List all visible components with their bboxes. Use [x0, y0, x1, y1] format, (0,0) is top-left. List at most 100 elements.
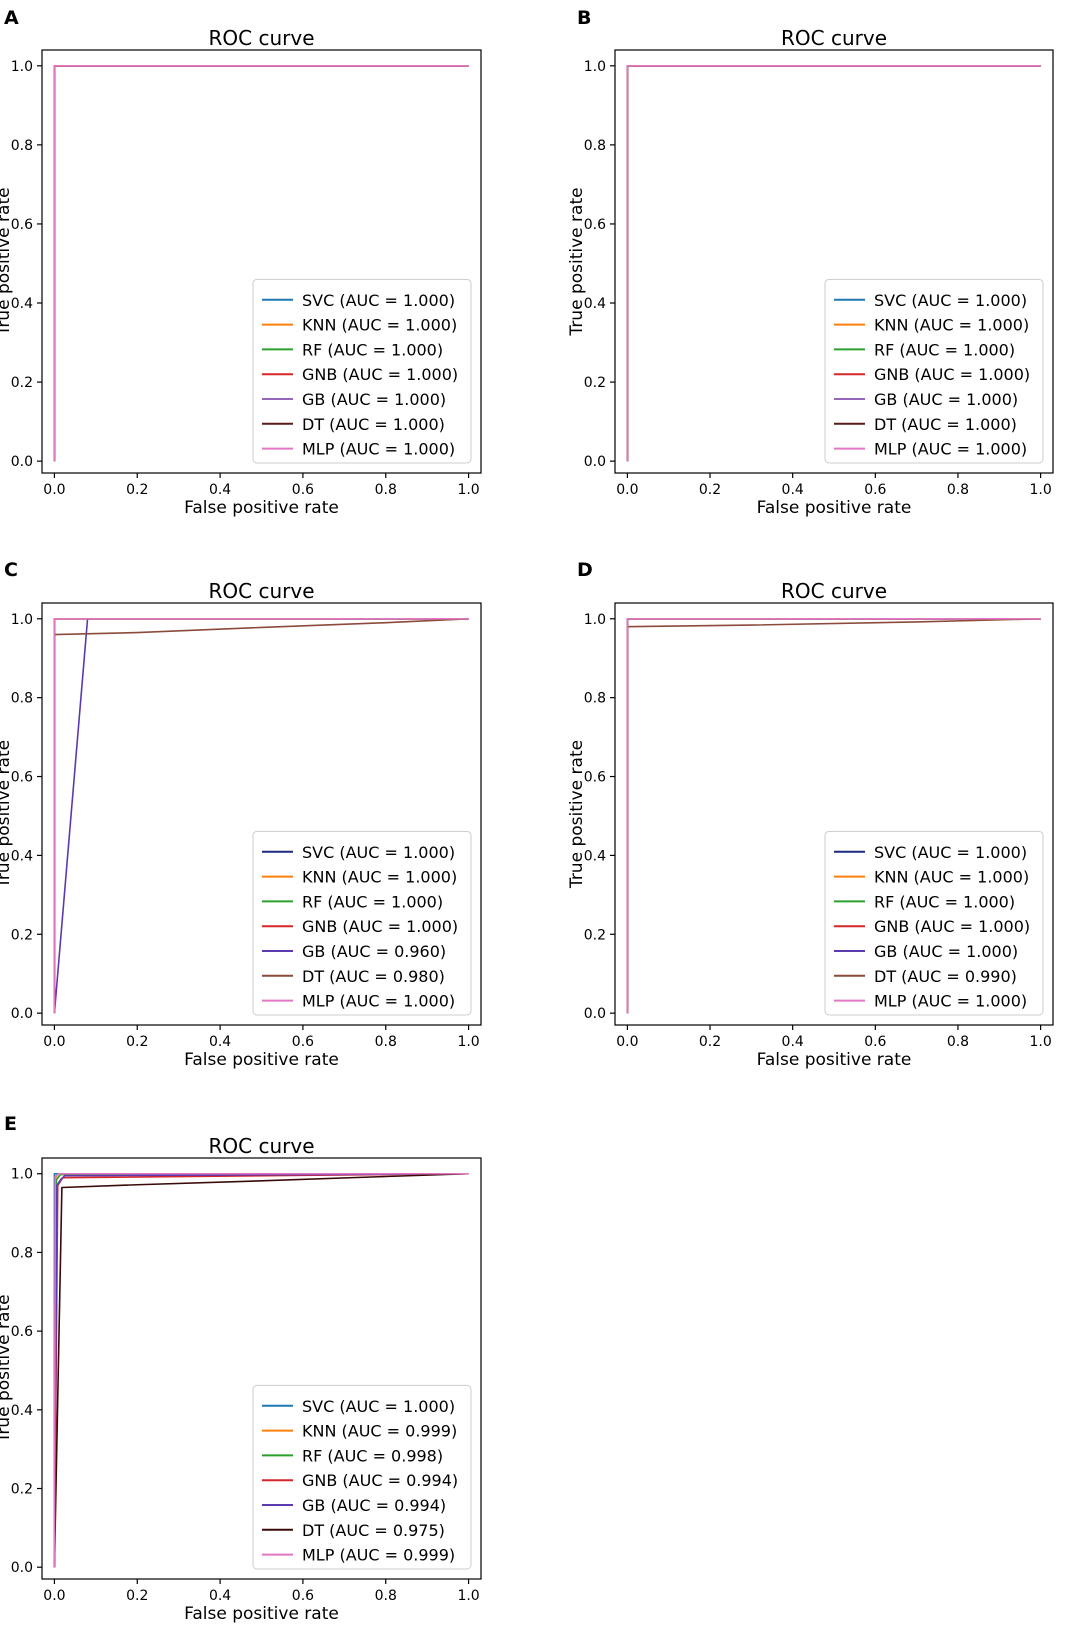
roc-line-mlp [53, 617, 469, 1014]
roc-panel-b: B ROC curve 0.0 0.2 0.4 0.6 0.8 1.0 0.0 0.2 0.4 0.6… [567, 7, 1054, 518]
legend-label: MLP (AUC = 1.000) [302, 440, 455, 459]
x-tick-label: 1.0 [457, 1588, 479, 1604]
roc-line-mlp [626, 617, 1041, 1014]
plot-frame [614, 49, 1054, 474]
chart-title: ROC curve [781, 26, 887, 50]
legend-label: SVC (AUC = 1.000) [302, 291, 455, 310]
x-tick-label: 0.2 [699, 1034, 721, 1050]
legend-box [252, 830, 472, 1016]
y-tick-label: 0.6 [584, 770, 606, 786]
legend: SVC (AUC = 1.000) KNN (AUC = 1.000) RF (AU… [824, 830, 1044, 1016]
x-axis-label: False positive rate [184, 498, 339, 518]
legend-label: SVC (AUC = 1.000) [874, 843, 1027, 862]
y-axis-label: True positive rate [0, 740, 14, 889]
roc-line-dt [53, 1172, 469, 1568]
series-group [53, 1172, 469, 1568]
x-tick-label: 0.8 [375, 1034, 397, 1050]
plot-frame [41, 602, 482, 1026]
panel-label: B [577, 7, 591, 29]
legend-label: MLP (AUC = 1.000) [874, 440, 1027, 459]
legend-label: KNN (AUC = 1.000) [302, 316, 457, 335]
y-tick-label: 0.2 [584, 927, 606, 943]
y-tick-label: 0.0 [11, 1006, 33, 1022]
y-tick-label: 0.6 [11, 217, 33, 233]
y-tick-label: 0.2 [11, 375, 33, 391]
y-tick-label: 0.4 [584, 296, 606, 312]
x-tick-label: 0.6 [864, 482, 886, 498]
y-tick-label: 0.6 [11, 770, 33, 786]
legend-label: DT (AUC = 1.000) [874, 415, 1017, 434]
x-tick-label: 0.8 [375, 482, 397, 498]
chart-title: ROC curve [209, 1134, 315, 1158]
legend-label: MLP (AUC = 1.000) [302, 992, 455, 1011]
legend-label: RF (AUC = 0.998) [302, 1446, 443, 1465]
y-tick-label: 0.0 [11, 454, 33, 470]
y-tick-label: 1.0 [11, 59, 33, 75]
legend-label: SVC (AUC = 1.000) [302, 1397, 455, 1416]
legend-label: RF (AUC = 1.000) [302, 340, 443, 359]
legend-label: SVC (AUC = 1.000) [302, 843, 455, 862]
x-tick-label: 0.0 [43, 482, 65, 498]
x-tick-label: 1.0 [457, 1034, 479, 1050]
legend-label: GNB (AUC = 1.000) [874, 917, 1030, 936]
x-tick-label: 0.6 [292, 1034, 314, 1050]
plot-frame [41, 49, 482, 474]
y-tick-label: 0.4 [11, 848, 33, 864]
panel-label: C [4, 559, 18, 581]
legend-box [252, 278, 472, 464]
legend-label: GNB (AUC = 1.000) [302, 917, 458, 936]
y-tick-label: 0.6 [584, 217, 606, 233]
y-axis-label: True positive rate [567, 187, 587, 336]
chart-title: ROC curve [209, 26, 315, 50]
x-tick-label: 0.6 [292, 482, 314, 498]
legend-box [824, 278, 1044, 464]
legend-label: GB (AUC = 0.994) [302, 1496, 446, 1515]
roc-line-gb [53, 1172, 469, 1568]
roc-line-mlp [53, 1172, 469, 1568]
legend-label: GB (AUC = 1.000) [874, 390, 1018, 409]
x-tick-label: 1.0 [1029, 482, 1051, 498]
x-tick-label: 0.4 [209, 1588, 231, 1604]
roc-panel-c: C ROC curve 0.0 0.2 0.4 0.6 0.8 1.0 0.0 0.2 0.4 0.6… [0, 559, 482, 1070]
series-group [53, 65, 469, 462]
y-tick-label: 0.4 [11, 1403, 33, 1419]
y-tick-label: 0.0 [584, 454, 606, 470]
plot-frame [41, 1157, 482, 1580]
legend-box [824, 830, 1044, 1016]
legend-label: RF (AUC = 1.000) [874, 892, 1015, 911]
legend: SVC (AUC = 1.000) KNN (AUC = 1.000) RF (AU… [252, 830, 472, 1016]
y-tick-label: 0.2 [584, 375, 606, 391]
x-tick-label: 0.2 [126, 1034, 148, 1050]
legend-label: GB (AUC = 0.960) [302, 942, 446, 961]
y-tick-label: 1.0 [11, 612, 33, 628]
legend-label: RF (AUC = 1.000) [302, 892, 443, 911]
x-tick-label: 0.0 [616, 1034, 638, 1050]
x-tick-label: 0.8 [375, 1588, 397, 1604]
legend-label: KNN (AUC = 0.999) [302, 1422, 457, 1441]
y-axis-label: True positive rate [0, 1294, 14, 1443]
y-tick-label: 0.6 [11, 1324, 33, 1340]
y-tick-label: 1.0 [584, 612, 606, 628]
x-axis-label: False positive rate [757, 498, 912, 518]
y-tick-label: 1.0 [584, 59, 606, 75]
series-group [53, 617, 469, 1014]
legend-label: GB (AUC = 1.000) [302, 390, 446, 409]
x-tick-label: 0.2 [126, 1588, 148, 1604]
y-tick-label: 0.4 [584, 848, 606, 864]
y-tick-label: 0.0 [11, 1560, 33, 1576]
x-tick-label: 0.6 [864, 1034, 886, 1050]
y-tick-label: 0.8 [11, 691, 33, 707]
x-axis-label: False positive rate [184, 1604, 339, 1624]
y-tick-label: 0.2 [11, 927, 33, 943]
chart-title: ROC curve [209, 579, 315, 603]
panel-label: A [4, 7, 19, 29]
x-tick-label: 0.0 [43, 1034, 65, 1050]
y-tick-label: 0.8 [584, 691, 606, 707]
x-tick-label: 0.6 [292, 1588, 314, 1604]
legend-label: KNN (AUC = 1.000) [302, 868, 457, 887]
y-tick-label: 0.0 [584, 1006, 606, 1022]
legend: SVC (AUC = 1.000) KNN (AUC = 1.000) RF (AU… [252, 278, 472, 464]
x-tick-label: 0.0 [616, 482, 638, 498]
legend-label: RF (AUC = 1.000) [874, 340, 1015, 359]
y-axis-label: True positive rate [0, 187, 14, 336]
